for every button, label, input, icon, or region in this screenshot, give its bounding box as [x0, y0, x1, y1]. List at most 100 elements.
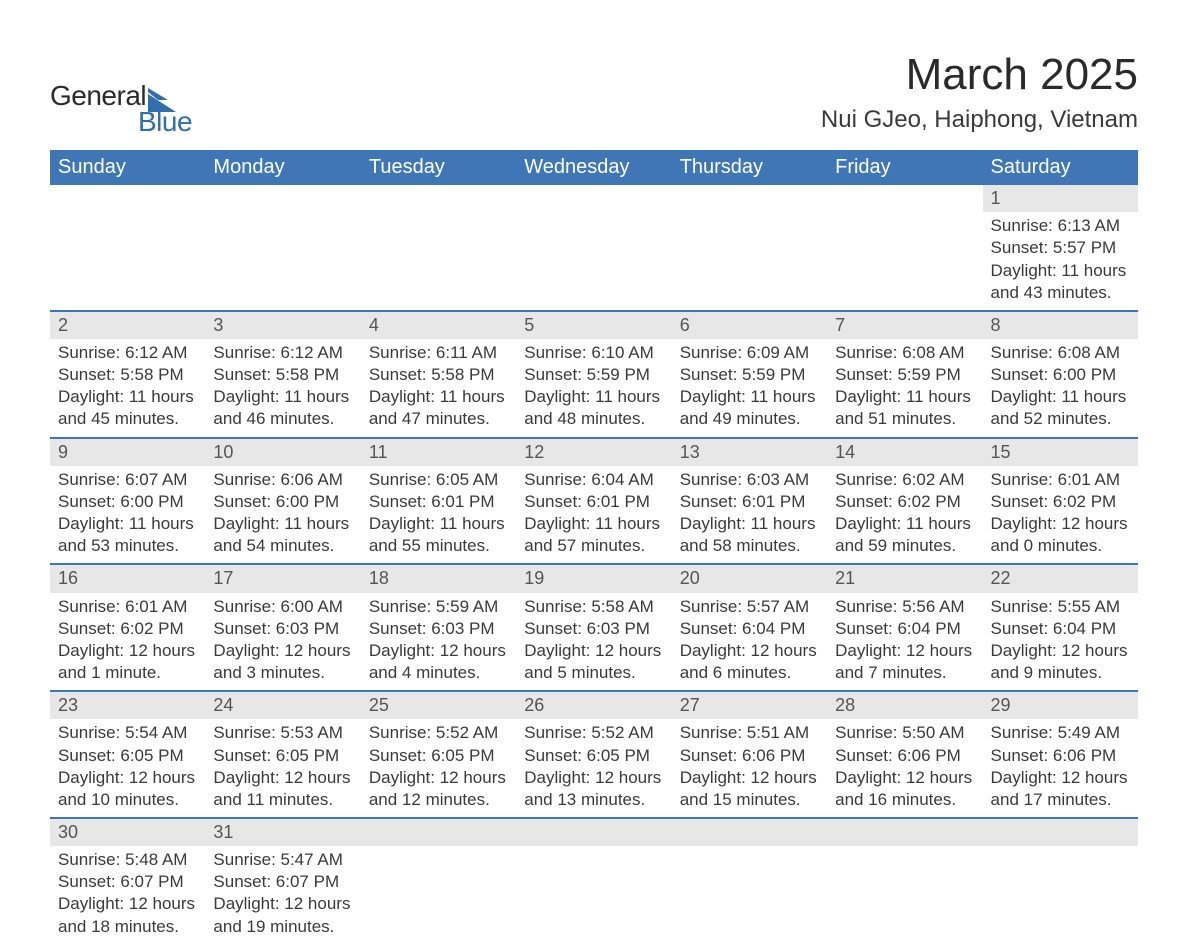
sunset-line: Sunset: 5:59 PM [524, 364, 663, 386]
calendar-daynum-row: 16171819202122 [50, 564, 1138, 592]
day-detail-cell [516, 212, 671, 310]
day-detail-cell: Sunrise: 5:54 AMSunset: 6:05 PMDaylight:… [50, 719, 205, 817]
day-detail-cell: Sunrise: 6:01 AMSunset: 6:02 PMDaylight:… [983, 466, 1138, 564]
daylight-line: Daylight: 11 hours and 49 minutes. [680, 386, 819, 430]
day-detail-cell: Sunrise: 6:10 AMSunset: 5:59 PMDaylight:… [516, 339, 671, 437]
day-number-cell: 8 [983, 311, 1138, 339]
day-number-cell [983, 818, 1138, 846]
brand-text-general: General [50, 80, 146, 112]
day-number-cell: 10 [205, 438, 360, 466]
day-number-cell: 11 [361, 438, 516, 466]
daylight-line: Daylight: 12 hours and 15 minutes. [680, 767, 819, 811]
day-detail-cell: Sunrise: 5:53 AMSunset: 6:05 PMDaylight:… [205, 719, 360, 817]
sunset-line: Sunset: 5:58 PM [213, 364, 352, 386]
day-detail-cell: Sunrise: 6:03 AMSunset: 6:01 PMDaylight:… [672, 466, 827, 564]
sunrise-line: Sunrise: 6:12 AM [213, 342, 352, 364]
calendar-detail-row: Sunrise: 5:54 AMSunset: 6:05 PMDaylight:… [50, 719, 1138, 817]
calendar-daynum-row: 1 [50, 185, 1138, 212]
daylight-line: Daylight: 11 hours and 45 minutes. [58, 386, 197, 430]
day-detail-cell [361, 846, 516, 943]
sunset-line: Sunset: 6:00 PM [991, 364, 1130, 386]
daylight-line: Daylight: 11 hours and 57 minutes. [524, 513, 663, 557]
sunset-line: Sunset: 6:01 PM [369, 491, 508, 513]
daylight-line: Daylight: 11 hours and 47 minutes. [369, 386, 508, 430]
day-detail-cell [983, 846, 1138, 943]
sunset-line: Sunset: 5:59 PM [835, 364, 974, 386]
sunset-line: Sunset: 6:02 PM [991, 491, 1130, 513]
day-number-cell: 25 [361, 691, 516, 719]
day-number-cell [205, 185, 360, 212]
sunrise-line: Sunrise: 6:10 AM [524, 342, 663, 364]
page-title-location: Nui GJeo, Haiphong, Vietnam [821, 106, 1138, 134]
sunset-line: Sunset: 6:03 PM [524, 618, 663, 640]
day-number-cell: 12 [516, 438, 671, 466]
sunrise-line: Sunrise: 6:03 AM [680, 469, 819, 491]
sunrise-line: Sunrise: 5:59 AM [369, 596, 508, 618]
day-detail-cell: Sunrise: 6:12 AMSunset: 5:58 PMDaylight:… [50, 339, 205, 437]
day-detail-cell: Sunrise: 6:05 AMSunset: 6:01 PMDaylight:… [361, 466, 516, 564]
sunrise-line: Sunrise: 5:49 AM [991, 722, 1130, 744]
sunset-line: Sunset: 6:04 PM [991, 618, 1130, 640]
day-number-cell: 28 [827, 691, 982, 719]
calendar-detail-row: Sunrise: 5:48 AMSunset: 6:07 PMDaylight:… [50, 846, 1138, 943]
day-number-cell [516, 818, 671, 846]
sunrise-line: Sunrise: 6:00 AM [213, 596, 352, 618]
day-detail-cell: Sunrise: 6:08 AMSunset: 5:59 PMDaylight:… [827, 339, 982, 437]
sunrise-line: Sunrise: 5:55 AM [991, 596, 1130, 618]
day-detail-cell: Sunrise: 5:52 AMSunset: 6:05 PMDaylight:… [516, 719, 671, 817]
daylight-line: Daylight: 12 hours and 0 minutes. [991, 513, 1130, 557]
sunset-line: Sunset: 6:01 PM [524, 491, 663, 513]
calendar-table: Sunday Monday Tuesday Wednesday Thursday… [50, 150, 1138, 944]
day-detail-cell [516, 846, 671, 943]
sunset-line: Sunset: 6:05 PM [369, 745, 508, 767]
sunrise-line: Sunrise: 5:47 AM [213, 849, 352, 871]
calendar-detail-row: Sunrise: 6:12 AMSunset: 5:58 PMDaylight:… [50, 339, 1138, 437]
sunset-line: Sunset: 6:05 PM [213, 745, 352, 767]
calendar-detail-row: Sunrise: 6:01 AMSunset: 6:02 PMDaylight:… [50, 593, 1138, 691]
day-detail-cell: Sunrise: 5:52 AMSunset: 6:05 PMDaylight:… [361, 719, 516, 817]
day-detail-cell: Sunrise: 5:56 AMSunset: 6:04 PMDaylight:… [827, 593, 982, 691]
sunrise-line: Sunrise: 6:09 AM [680, 342, 819, 364]
sunset-line: Sunset: 6:02 PM [58, 618, 197, 640]
day-number-cell: 20 [672, 564, 827, 592]
daylight-line: Daylight: 12 hours and 12 minutes. [369, 767, 508, 811]
day-number-cell: 15 [983, 438, 1138, 466]
day-detail-cell: Sunrise: 5:51 AMSunset: 6:06 PMDaylight:… [672, 719, 827, 817]
sunrise-line: Sunrise: 5:56 AM [835, 596, 974, 618]
day-detail-cell: Sunrise: 6:09 AMSunset: 5:59 PMDaylight:… [672, 339, 827, 437]
sunrise-line: Sunrise: 5:52 AM [369, 722, 508, 744]
daylight-line: Daylight: 12 hours and 4 minutes. [369, 640, 508, 684]
sunrise-line: Sunrise: 6:04 AM [524, 469, 663, 491]
day-number-cell [361, 818, 516, 846]
sunrise-line: Sunrise: 6:07 AM [58, 469, 197, 491]
sunset-line: Sunset: 5:59 PM [680, 364, 819, 386]
day-detail-cell [205, 212, 360, 310]
sunset-line: Sunset: 6:07 PM [58, 871, 197, 893]
calendar-daynum-row: 9101112131415 [50, 438, 1138, 466]
day-number-cell: 22 [983, 564, 1138, 592]
sunrise-line: Sunrise: 5:51 AM [680, 722, 819, 744]
day-number-cell: 9 [50, 438, 205, 466]
sunrise-line: Sunrise: 6:11 AM [369, 342, 508, 364]
calendar-daynum-row: 23242526272829 [50, 691, 1138, 719]
day-number-cell: 29 [983, 691, 1138, 719]
day-detail-cell: Sunrise: 6:00 AMSunset: 6:03 PMDaylight:… [205, 593, 360, 691]
day-detail-cell: Sunrise: 5:59 AMSunset: 6:03 PMDaylight:… [361, 593, 516, 691]
sunrise-line: Sunrise: 6:05 AM [369, 469, 508, 491]
day-detail-cell: Sunrise: 5:57 AMSunset: 6:04 PMDaylight:… [672, 593, 827, 691]
dayheader-saturday: Saturday [983, 150, 1138, 185]
day-number-cell [672, 818, 827, 846]
day-number-cell: 30 [50, 818, 205, 846]
sunrise-line: Sunrise: 6:01 AM [991, 469, 1130, 491]
sunrise-line: Sunrise: 5:54 AM [58, 722, 197, 744]
daylight-line: Daylight: 11 hours and 59 minutes. [835, 513, 974, 557]
day-number-cell: 31 [205, 818, 360, 846]
sunrise-line: Sunrise: 6:06 AM [213, 469, 352, 491]
daylight-line: Daylight: 11 hours and 53 minutes. [58, 513, 197, 557]
day-detail-cell: Sunrise: 5:50 AMSunset: 6:06 PMDaylight:… [827, 719, 982, 817]
sunset-line: Sunset: 5:58 PM [58, 364, 197, 386]
day-number-cell: 1 [983, 185, 1138, 212]
calendar-detail-row: Sunrise: 6:07 AMSunset: 6:00 PMDaylight:… [50, 466, 1138, 564]
dayheader-friday: Friday [827, 150, 982, 185]
day-detail-cell: Sunrise: 6:04 AMSunset: 6:01 PMDaylight:… [516, 466, 671, 564]
